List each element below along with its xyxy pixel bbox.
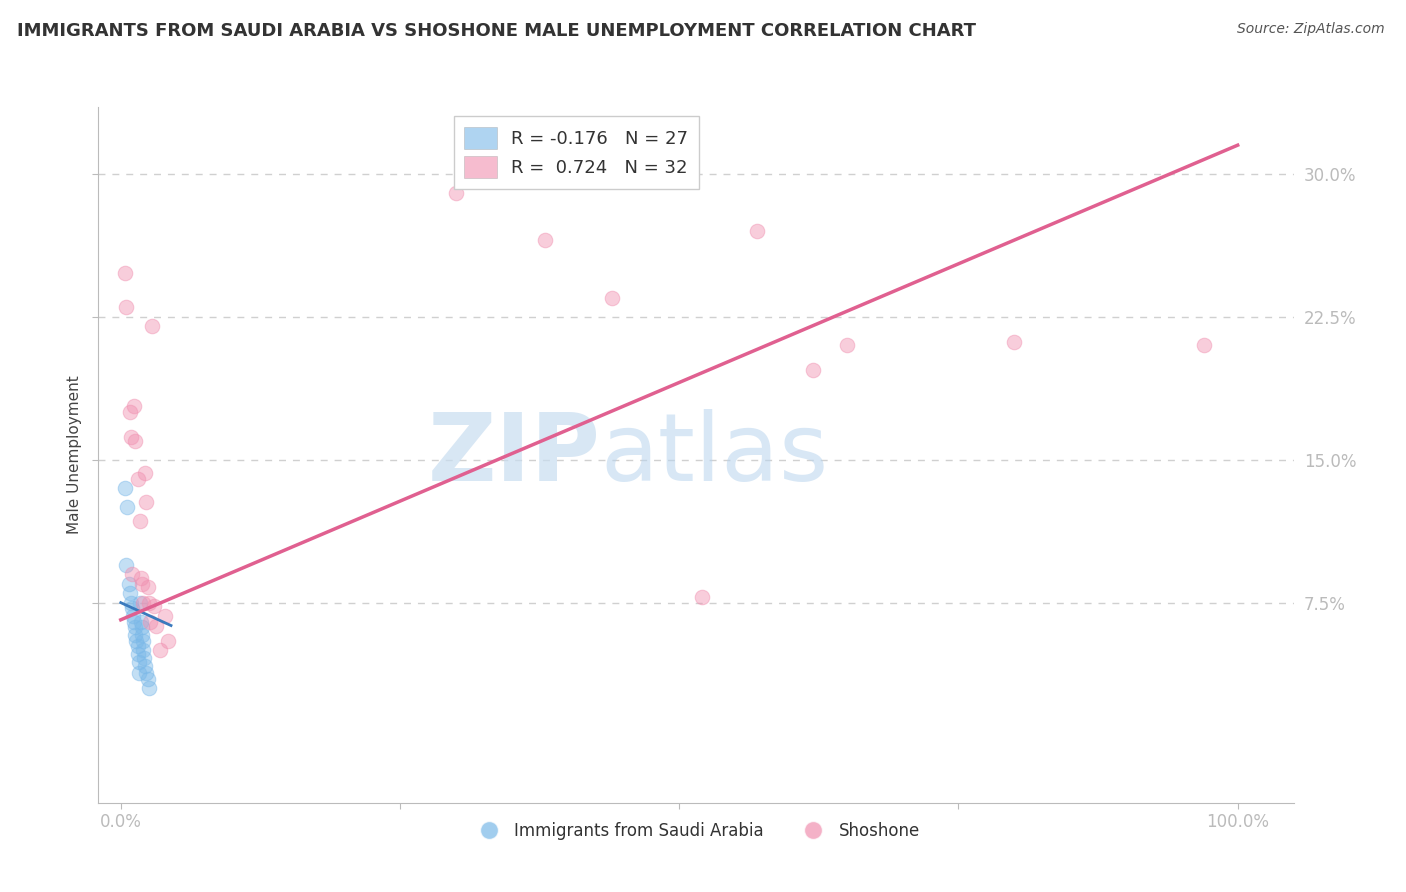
Point bbox=[134, 651, 156, 665]
Point bbox=[149, 643, 172, 657]
Point bbox=[121, 601, 143, 615]
Point bbox=[117, 576, 139, 591]
Text: ZIP: ZIP bbox=[427, 409, 600, 501]
Point bbox=[117, 500, 139, 515]
Point bbox=[747, 224, 769, 238]
Point bbox=[127, 647, 149, 661]
Point bbox=[114, 481, 136, 495]
Point bbox=[120, 430, 142, 444]
Point bbox=[134, 658, 156, 673]
Point bbox=[125, 633, 148, 648]
Point bbox=[143, 599, 166, 614]
Point bbox=[1192, 338, 1215, 352]
Point bbox=[124, 628, 146, 642]
Point bbox=[129, 571, 152, 585]
Point bbox=[690, 590, 713, 604]
Text: IMMIGRANTS FROM SAUDI ARABIA VS SHOSHONE MALE UNEMPLOYMENT CORRELATION CHART: IMMIGRANTS FROM SAUDI ARABIA VS SHOSHONE… bbox=[17, 22, 976, 40]
Point bbox=[115, 558, 138, 572]
Point bbox=[156, 633, 179, 648]
Text: Source: ZipAtlas.com: Source: ZipAtlas.com bbox=[1237, 22, 1385, 37]
Point bbox=[115, 300, 138, 314]
Point bbox=[122, 609, 145, 624]
Point bbox=[124, 434, 146, 448]
Point bbox=[122, 615, 145, 629]
Point bbox=[114, 266, 136, 280]
Point bbox=[127, 472, 149, 486]
Point bbox=[139, 615, 162, 629]
Point bbox=[129, 615, 152, 629]
Point bbox=[131, 620, 153, 634]
Point bbox=[120, 596, 142, 610]
Point bbox=[600, 291, 623, 305]
Point bbox=[136, 581, 159, 595]
Point bbox=[128, 514, 150, 528]
Point bbox=[132, 643, 155, 657]
Point bbox=[121, 567, 143, 582]
Point bbox=[127, 640, 149, 654]
Point bbox=[128, 655, 150, 669]
Point bbox=[801, 363, 824, 377]
Point bbox=[444, 186, 467, 200]
Point bbox=[124, 620, 146, 634]
Y-axis label: Male Unemployment: Male Unemployment bbox=[66, 376, 82, 534]
Point bbox=[155, 609, 177, 624]
Point bbox=[138, 681, 160, 696]
Point bbox=[1002, 334, 1025, 349]
Point bbox=[118, 586, 141, 600]
Legend: Immigrants from Saudi Arabia, Shoshone: Immigrants from Saudi Arabia, Shoshone bbox=[465, 815, 927, 847]
Point bbox=[135, 494, 157, 508]
Point bbox=[136, 672, 159, 686]
Point bbox=[138, 596, 160, 610]
Point bbox=[122, 400, 145, 414]
Point bbox=[131, 628, 153, 642]
Point bbox=[128, 596, 150, 610]
Point bbox=[118, 405, 141, 419]
Point bbox=[134, 466, 156, 480]
Point bbox=[534, 234, 557, 248]
Point bbox=[145, 618, 167, 632]
Point bbox=[135, 666, 157, 681]
Point bbox=[835, 338, 858, 352]
Point bbox=[128, 666, 150, 681]
Point bbox=[132, 596, 155, 610]
Point bbox=[132, 633, 155, 648]
Point bbox=[131, 576, 153, 591]
Point bbox=[141, 319, 163, 334]
Text: atlas: atlas bbox=[600, 409, 828, 501]
